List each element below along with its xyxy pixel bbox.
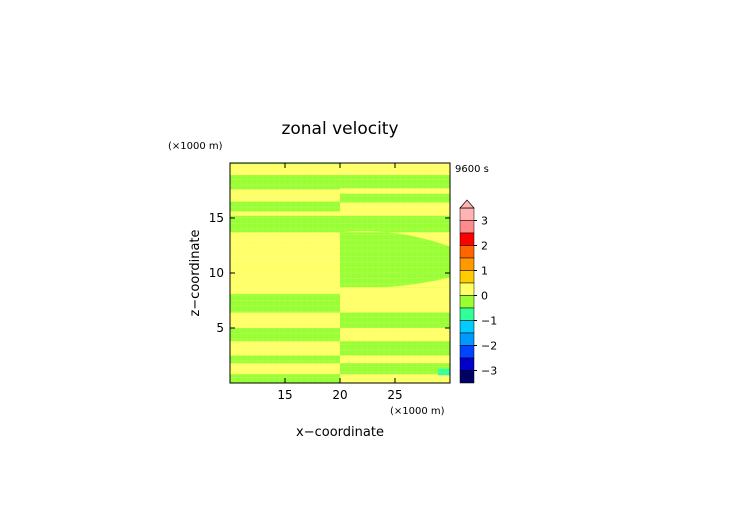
colorbar-swatch — [459, 257, 475, 271]
colorbar-swatch — [459, 245, 475, 259]
x-tick-label: 15 — [277, 388, 292, 402]
x-tick-label: 25 — [387, 388, 402, 402]
y-tick-label: 15 — [209, 211, 224, 225]
x-axis: 15 20 25 — [277, 163, 403, 402]
colorbar-tick-label: −1 — [481, 315, 497, 328]
negative-patch — [438, 368, 450, 376]
colorbar-tick-label: 1 — [481, 265, 488, 278]
contour-band-right — [340, 163, 450, 176]
contour-band-right — [340, 287, 450, 313]
chart-title: zonal velocity — [281, 119, 398, 139]
colorbar-swatch — [459, 295, 475, 309]
colorbar-swatch — [459, 270, 475, 284]
contour-band-left — [230, 312, 340, 328]
y-axis: 5 10 15 — [209, 211, 450, 335]
y-tick-label: 5 — [216, 321, 224, 335]
colorbar-swatch — [459, 220, 475, 234]
x-unit-label: (×1000 m) — [390, 406, 445, 417]
colorbar-tick-label: −3 — [481, 365, 497, 378]
plot-area — [229, 162, 451, 384]
colorbar-swatch — [459, 320, 475, 334]
contour-band-right — [340, 355, 450, 364]
contour-band-right — [340, 328, 450, 342]
time-label: 9600 s — [455, 164, 489, 175]
contour-band-left — [230, 164, 340, 176]
contour-band-left — [230, 211, 340, 216]
contour-band-left — [230, 232, 340, 294]
colorbar-swatch — [459, 370, 475, 384]
contour-band-left — [230, 363, 340, 375]
colorbar-swatch — [459, 282, 475, 296]
colorbar-tick-label: −2 — [481, 340, 497, 353]
colorbar-tick-label: 3 — [481, 215, 488, 228]
contour-band-right — [340, 202, 450, 216]
colorbar-swatch — [459, 345, 475, 359]
colorbar-swatch — [459, 207, 475, 221]
contour-band-right — [340, 188, 450, 194]
colorbar: 3 2 1 0 −1 −2 −3 — [459, 199, 497, 384]
x-axis-label: x−coordinate — [296, 425, 384, 440]
y-axis-label: z−coordinate — [188, 229, 203, 316]
colorbar-extend-arrow — [459, 199, 475, 209]
colorbar-tick-label: 2 — [481, 240, 488, 253]
contour-band-left — [230, 189, 340, 202]
colorbar-swatch — [459, 232, 475, 246]
y-tick-label: 10 — [209, 266, 224, 280]
colorbar-swatch — [459, 357, 475, 371]
contour-arc-right — [340, 231, 450, 247]
contour-band-left — [230, 341, 340, 356]
y-unit-label: (×1000 m) — [168, 141, 223, 152]
colorbar-swatch — [459, 332, 475, 346]
x-tick-label: 20 — [332, 388, 347, 402]
colorbar-tick-label: 0 — [481, 290, 488, 303]
contour-arc-right — [340, 277, 450, 288]
colorbar-swatch — [459, 307, 475, 321]
